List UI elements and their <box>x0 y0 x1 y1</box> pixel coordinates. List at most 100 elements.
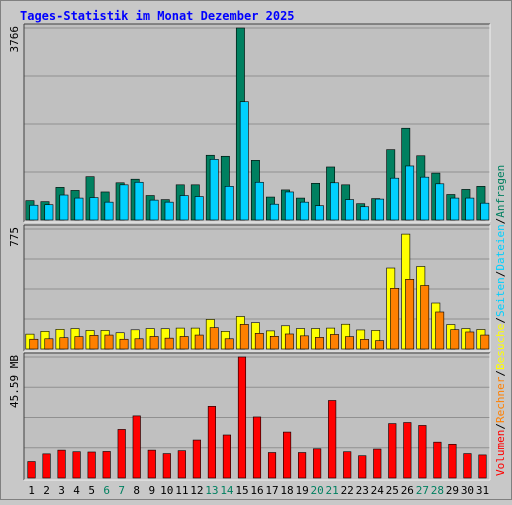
y-axis-max-labels: 3766 775 45.59 MB <box>8 26 21 408</box>
x-tick-label-day-31: 31 <box>476 484 489 497</box>
bar-volumen-day-14 <box>222 434 231 479</box>
bar-dateien-day-29 <box>450 197 460 221</box>
bar-volumen-day-6 <box>102 451 111 479</box>
bar-rechner-day-13 <box>209 327 219 350</box>
bar-volumen-day-10 <box>162 453 171 479</box>
x-tick-label-day-2: 2 <box>43 484 50 497</box>
bar-volumen-day-29 <box>448 443 457 479</box>
bar-volumen-day-26 <box>403 422 412 479</box>
x-tick-label-day-6: 6 <box>103 484 110 497</box>
x-tick-label-day-22: 22 <box>341 484 354 497</box>
bar-volumen-day-8 <box>132 415 141 479</box>
y-max-label-middle: 775 <box>8 227 21 247</box>
x-tick-label-day-4: 4 <box>73 484 80 497</box>
legend-separator: / <box>494 218 507 225</box>
bar-dateien-day-31 <box>480 202 490 221</box>
bar-volumen-day-19 <box>298 452 307 479</box>
bar-dateien-day-16 <box>254 181 264 221</box>
bar-volumen-day-15 <box>237 356 247 479</box>
bar-rechner-day-3 <box>59 337 69 350</box>
bar-rechner-day-27 <box>420 285 430 350</box>
legend-besuche: Besuche <box>494 324 507 370</box>
x-tick-label-day-23: 23 <box>356 484 369 497</box>
bar-rechner-day-2 <box>44 338 54 350</box>
bar-rechner-day-31 <box>480 334 490 350</box>
chart-panels <box>23 23 491 481</box>
bar-rechner-day-11 <box>179 336 189 350</box>
bar-dateien-day-25 <box>390 177 400 221</box>
bar-volumen-day-4 <box>72 451 81 479</box>
x-tick-label-day-24: 24 <box>371 484 385 497</box>
bar-dateien-day-23 <box>360 206 369 221</box>
bar-volumen-day-25 <box>388 423 397 479</box>
series-legend-vertical: Volumen/Rechner/Besuche/Seiten/Dateien/A… <box>494 165 507 476</box>
bar-rechner-day-8 <box>134 338 144 350</box>
legend-text: Volumen/Rechner/Besuche/Seiten/Dateien/A… <box>494 165 507 476</box>
x-tick-label-day-3: 3 <box>58 484 65 497</box>
bar-rechner-day-10 <box>164 337 174 350</box>
x-tick-label-day-26: 26 <box>401 484 414 497</box>
legend-separator: / <box>494 423 507 430</box>
bar-rechner-day-25 <box>390 287 400 350</box>
bar-volumen-day-27 <box>418 425 427 479</box>
bar-dateien-day-19 <box>299 201 309 221</box>
bar-rechner-day-22 <box>345 336 354 350</box>
bar-dateien-day-22 <box>345 199 354 221</box>
x-tick-label-day-8: 8 <box>133 484 140 497</box>
bar-volumen-day-18 <box>283 431 292 479</box>
x-tick-label-day-12: 12 <box>190 484 203 497</box>
bar-rechner-day-23 <box>360 339 369 350</box>
bar-rechner-day-20 <box>315 337 324 350</box>
bar-dateien-day-17 <box>269 203 279 221</box>
x-tick-label-day-17: 17 <box>265 484 278 497</box>
bar-rechner-day-17 <box>269 335 279 350</box>
legend-separator: / <box>494 317 507 324</box>
bar-volumen-day-23 <box>358 455 367 479</box>
bar-dateien-day-8 <box>134 181 144 221</box>
bar-dateien-day-9 <box>149 199 159 221</box>
bar-volumen-day-31 <box>478 454 487 479</box>
bar-rechner-day-7 <box>119 338 129 350</box>
bar-volumen-day-28 <box>433 441 442 479</box>
bar-rechner-day-19 <box>299 335 309 350</box>
bar-volumen-day-3 <box>57 449 66 479</box>
bar-volumen-day-7 <box>117 429 126 479</box>
bar-rechner-day-21 <box>330 334 339 350</box>
x-tick-label-day-5: 5 <box>88 484 95 497</box>
bar-volumen-day-9 <box>147 449 156 479</box>
legend-seiten: Seiten <box>494 277 507 317</box>
x-tick-label-day-25: 25 <box>386 484 399 497</box>
bar-rechner-day-14 <box>224 338 234 350</box>
x-tick-label-day-10: 10 <box>160 484 173 497</box>
bar-volumen-day-24 <box>373 448 382 479</box>
bar-volumen-day-12 <box>192 439 201 479</box>
bar-rechner-day-26 <box>405 279 415 350</box>
x-tick-label-day-28: 28 <box>431 484 444 497</box>
bar-rechner-day-30 <box>465 331 475 350</box>
bar-dateien-day-6 <box>104 201 114 221</box>
x-tick-label-day-9: 9 <box>148 484 155 497</box>
x-tick-label-day-27: 27 <box>416 484 429 497</box>
x-tick-label-day-16: 16 <box>250 484 263 497</box>
x-tick-label-day-19: 19 <box>295 484 308 497</box>
bar-dateien-day-24 <box>375 198 385 221</box>
bar-dateien-day-20 <box>315 205 324 221</box>
x-tick-label-day-1: 1 <box>28 484 35 497</box>
bar-rechner-day-12 <box>194 334 204 350</box>
bar-dateien-day-28 <box>435 183 445 221</box>
bar-volumen-day-1 <box>27 461 36 479</box>
bar-rechner-day-28 <box>435 311 445 350</box>
bar-dateien-day-11 <box>179 195 189 221</box>
bar-dateien-day-13 <box>209 159 219 221</box>
bar-dateien-day-5 <box>89 197 99 221</box>
bar-dateien-day-10 <box>164 201 174 221</box>
bar-dateien-day-2 <box>44 204 54 221</box>
bar-rechner-day-6 <box>104 334 114 350</box>
bar-dateien-day-14 <box>224 186 234 221</box>
bar-rechner-day-5 <box>89 335 99 350</box>
bar-rechner-day-18 <box>284 333 294 350</box>
bar-dateien-day-3 <box>59 194 69 221</box>
bar-rechner-day-9 <box>149 336 159 350</box>
legend-anfragen: Anfragen <box>494 165 507 218</box>
